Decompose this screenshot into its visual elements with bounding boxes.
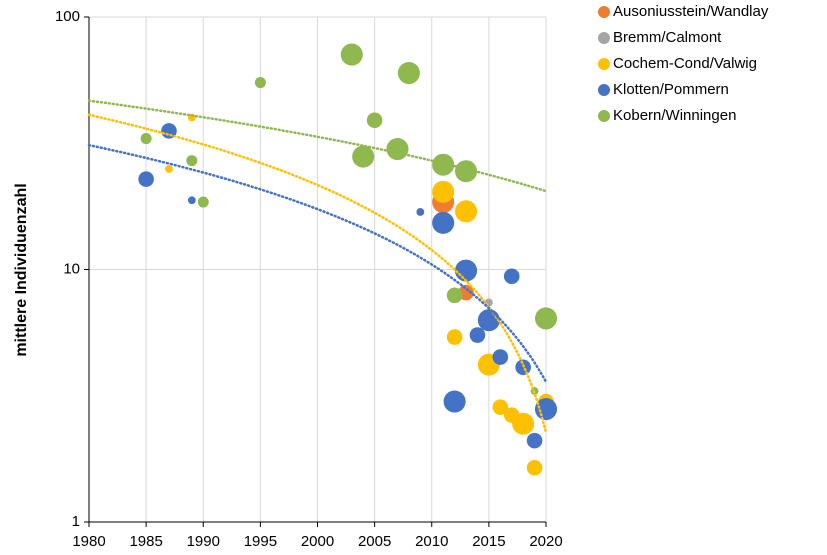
bubble [197,196,209,208]
legend-label: Kobern/Winningen [613,107,736,124]
legend-marker [598,6,610,18]
y-tick-label: 10 [63,260,80,277]
legend-marker [598,110,610,122]
bubble [503,268,520,285]
bubble [432,211,455,234]
bubble [161,123,177,139]
bubble [492,349,509,365]
bubble [432,180,455,203]
y-tick-label: 1 [72,513,80,530]
bubble [165,165,173,173]
bubble [186,155,198,167]
x-tick-label: 1980 [72,533,105,550]
trendline [87,99,548,193]
bubble [254,77,266,89]
bubble [416,208,425,216]
trendline [87,113,548,434]
x-tick-label: 1990 [187,533,220,550]
trendline [87,143,548,384]
bubble [443,390,466,413]
bubble [446,287,463,304]
bubble [366,112,383,129]
x-tick-label: 2020 [529,533,562,550]
y-tick-label: 100 [55,8,80,25]
bubble [526,459,543,476]
bubble [352,145,375,168]
bubble [454,200,478,223]
bubble [386,137,409,161]
legend-marker [598,84,610,96]
bubble [446,329,463,345]
bubble [534,398,558,421]
legend-label: Bremm/Calmont [613,29,722,46]
legend-marker [598,58,610,70]
bubble [492,399,509,415]
x-tick-label: 2005 [358,533,391,550]
x-tick-label: 2010 [415,533,448,550]
legend-marker [598,32,610,44]
bubble [512,412,535,435]
x-tick-label: 1995 [244,533,277,550]
bubble [454,259,478,282]
bubble [454,160,478,183]
bubble [432,153,455,176]
legend-label: Klotten/Pommern [613,81,729,98]
bubble [469,327,486,343]
legend-label: Ausoniusstein/Wandlay [613,3,769,20]
bubble [526,432,543,449]
legend-label: Cochem-Cond/Valwig [613,55,757,72]
bubble [340,43,363,66]
x-tick-label: 2000 [301,533,334,550]
bubble [397,61,420,85]
y-axis-label: mittlere Individuenzahl [13,183,30,356]
bubble [140,133,152,145]
bubble [187,196,196,205]
bubble [534,307,558,330]
x-tick-label: 2015 [472,533,505,550]
bubble [138,171,154,187]
x-tick-label: 1985 [129,533,162,550]
bubble [477,309,500,332]
